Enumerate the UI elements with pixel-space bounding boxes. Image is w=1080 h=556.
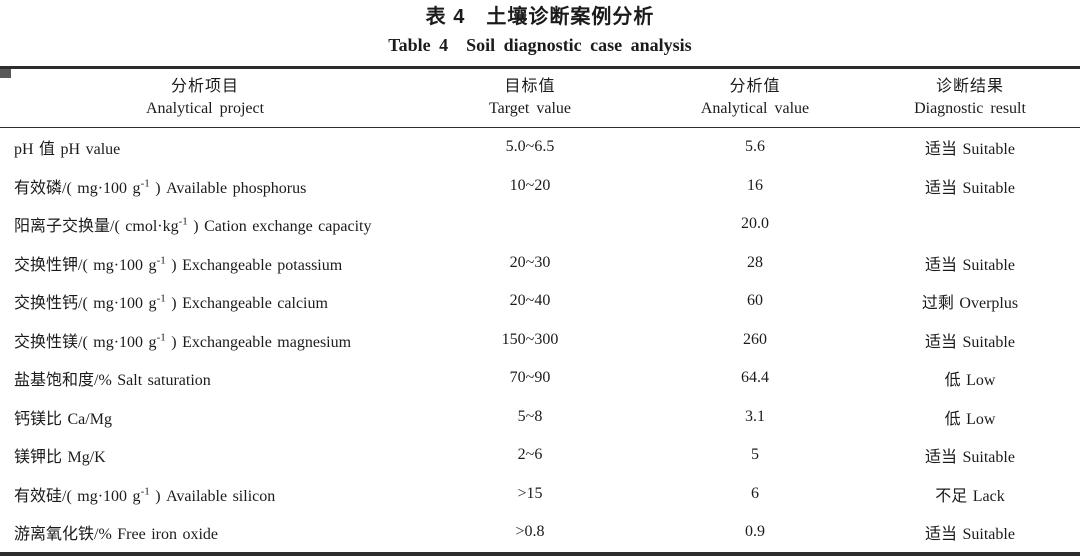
project-cell: 盐基饱和度/% Salt saturation	[14, 372, 211, 390]
value-cell: 64.4	[741, 369, 769, 387]
project-cell: 有效磷/( mg·100 g-1 ) Available phosphorus	[14, 177, 307, 197]
value-cell: 20.0	[741, 215, 769, 233]
table-caption: 表 4 土壤诊断案例分析 Table 4 Soil diagnostic cas…	[0, 0, 1080, 57]
target-cell: 10~20	[509, 176, 551, 194]
project-cell: 交换性钙/( mg·100 g-1 ) Exchangeable calcium	[14, 292, 328, 313]
print-artifact	[0, 69, 11, 78]
table-row: 交换性镁/( mg·100 g-1 ) Exchangeable magnesi…	[0, 321, 1080, 360]
col-header-analytical-project-en: Analytical project	[145, 100, 265, 117]
table-title-zh: 表 4 土壤诊断案例分析	[425, 6, 655, 28]
result-cell: 适当 Suitable	[925, 449, 1015, 467]
col-header-analytical-project-zh: 分析项目	[170, 78, 239, 95]
target-cell: 70~90	[509, 369, 551, 387]
result-cell: 过剩 Overplus	[921, 295, 1019, 313]
table-row: 镁钾比 Mg/K 2~6 5 适当 Suitable	[0, 436, 1080, 475]
table-title-en: Table 4 Soil diagnostic case analysis	[388, 35, 692, 55]
result-cell: 低 Low	[944, 372, 996, 390]
table-row: pH 值 pH value 5.0~6.5 5.6 适当 Suitable	[0, 128, 1080, 167]
value-cell: 3.1	[745, 407, 765, 425]
col-header-analytical-value: 分析值 Analytical value	[650, 67, 860, 128]
target-cell: 20~40	[509, 292, 551, 310]
value-cell: 28	[747, 253, 763, 271]
table-row: 有效硅/( mg·100 g-1 ) Available silicon >15 6…	[0, 475, 1080, 514]
table-body: pH 值 pH value 5.0~6.5 5.6 适当 Suitable 有效磷/( …	[0, 128, 1080, 554]
target-cell: 5.0~6.5	[505, 138, 555, 156]
table-row: 钙镁比 Ca/Mg 5~8 3.1 低 Low	[0, 398, 1080, 437]
target-cell: 5~8	[517, 407, 543, 425]
value-cell: 6	[751, 484, 759, 502]
project-cell: 交换性钾/( mg·100 g-1 ) Exchangeable potassi…	[14, 254, 343, 274]
value-cell: 5.6	[745, 138, 765, 156]
project-cell: 阳离子交换量/( cmol·kg-1 ) Cation exchange cap…	[14, 215, 372, 236]
col-header-analytical-value-zh: 分析值	[729, 78, 781, 95]
table-row: 有效磷/( mg·100 g-1 ) Available phosphorus 1…	[0, 167, 1080, 206]
table-row: 阳离子交换量/( cmol·kg-1 ) Cation exchange cap…	[0, 205, 1080, 244]
col-header-analytical-project: 分析项目 Analytical project	[0, 67, 410, 128]
result-cell: 不足 Lack	[935, 487, 1005, 505]
value-cell: 16	[747, 176, 763, 194]
target-cell: 150~300	[501, 330, 559, 348]
project-cell: 镁钾比 Mg/K	[14, 449, 106, 467]
col-header-analytical-value-en: Analytical value	[700, 100, 810, 117]
col-header-target-value-en: Target value	[489, 100, 571, 117]
target-cell: 2~6	[517, 446, 543, 464]
result-cell: 低 Low	[944, 410, 996, 428]
value-cell: 260	[743, 330, 767, 348]
soil-diagnostic-table: 分析项目 Analytical project 目标值 Target value…	[0, 66, 1080, 556]
header-row: 分析项目 Analytical project 目标值 Target value…	[0, 67, 1080, 128]
col-header-diagnostic-result-en: Diagnostic result	[914, 100, 1026, 117]
table-row: 交换性钾/( mg·100 g-1 ) Exchangeable potassi…	[0, 244, 1080, 283]
result-cell: 适当 Suitable	[925, 179, 1015, 197]
project-cell: 游离氧化铁/% Free iron oxide	[14, 526, 219, 544]
table-row: 交换性钙/( mg·100 g-1 ) Exchangeable calcium…	[0, 282, 1080, 321]
target-cell: >0.8	[515, 523, 545, 541]
value-cell: 5	[751, 446, 759, 464]
col-header-diagnostic-result: 诊断结果 Diagnostic result	[860, 67, 1080, 128]
table-row: 游离氧化铁/% Free iron oxide >0.8 0.9 适当 Suitabl…	[0, 513, 1080, 554]
target-cell: 20~30	[509, 253, 551, 271]
project-cell: 交换性镁/( mg·100 g-1 ) Exchangeable magnesi…	[14, 331, 352, 351]
result-cell: 适当 Suitable	[925, 526, 1015, 544]
target-cell	[410, 205, 650, 244]
project-cell: pH 值 pH value	[14, 141, 121, 159]
table-row: 盐基饱和度/% Salt saturation 70~90 64.4 低 Low	[0, 359, 1080, 398]
value-cell: 0.9	[745, 523, 765, 541]
col-header-target-value: 目标值 Target value	[410, 67, 650, 128]
result-cell: 适当 Suitable	[925, 256, 1015, 274]
result-cell	[860, 205, 1080, 244]
value-cell: 60	[747, 292, 763, 310]
result-cell: 适当 Suitable	[925, 333, 1015, 351]
col-header-target-value-zh: 目标值	[504, 78, 556, 95]
project-cell: 钙镁比 Ca/Mg	[14, 410, 112, 428]
col-header-diagnostic-result-zh: 诊断结果	[935, 78, 1004, 95]
target-cell: >15	[517, 484, 543, 502]
result-cell: 适当 Suitable	[925, 141, 1015, 159]
project-cell: 有效硅/( mg·100 g-1 ) Available silicon	[14, 485, 276, 505]
